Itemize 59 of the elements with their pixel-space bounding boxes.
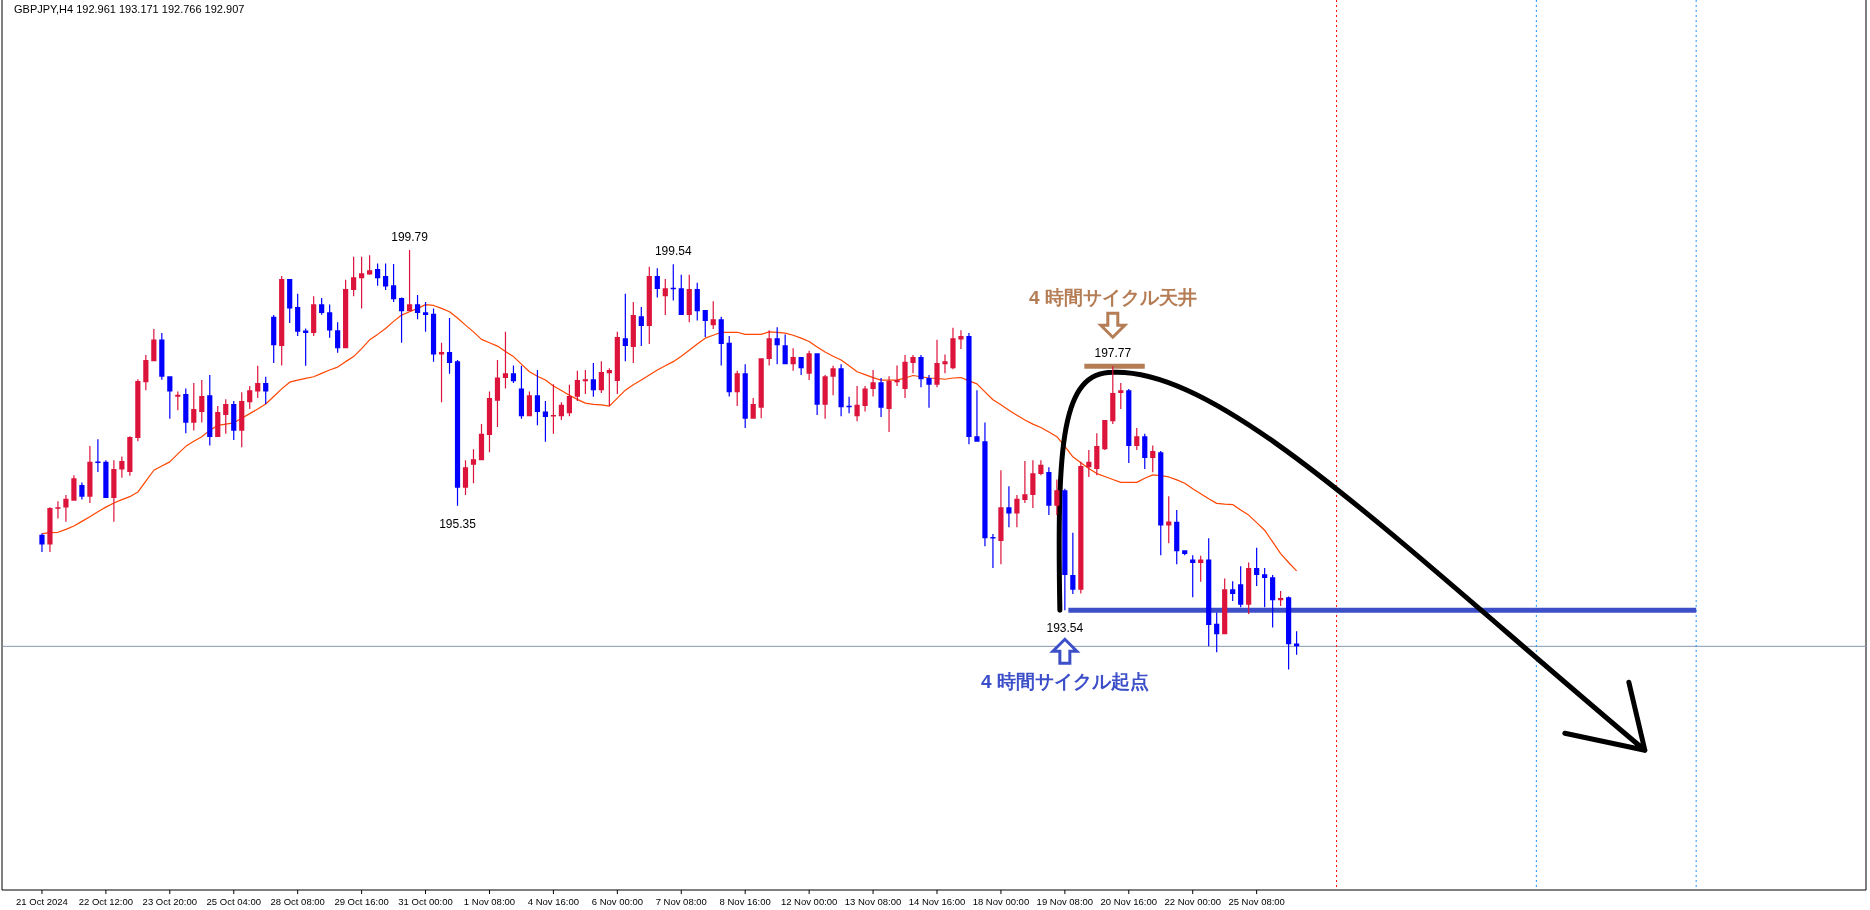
candlestick (870, 370, 876, 397)
candlestick (910, 354, 916, 374)
x-tick-label: 21 Oct 2024 (16, 896, 68, 907)
candlestick (966, 333, 972, 445)
candlestick (47, 507, 53, 552)
x-tick-label: 12 Nov 00:00 (780, 896, 838, 907)
x-tick-label: 4 Nov 16:00 (527, 896, 580, 907)
candlestick (39, 533, 45, 552)
annotation: 199.54 (654, 244, 692, 259)
candlestick (1022, 461, 1028, 503)
x-tick-label: 20 Nov 16:00 (1100, 896, 1158, 907)
candlestick (982, 422, 988, 547)
candlestick (934, 339, 940, 388)
x-tick-label: 31 Oct 00:00 (398, 896, 453, 907)
candlestick (854, 385, 860, 422)
candlestick (1014, 494, 1020, 528)
chart-title: GBPJPY,H4 192.961 193.171 192.766 192.907 (14, 3, 245, 15)
candlestick (894, 365, 900, 386)
candlestick (95, 439, 101, 472)
candlestick (886, 376, 892, 433)
candlestick (55, 501, 61, 519)
x-tick-label: 22 Oct 12:00 (78, 896, 134, 907)
candlestick (878, 377, 884, 417)
candlestick (79, 482, 85, 500)
candlestick (942, 354, 948, 374)
x-tick-label: 18 Nov 00:00 (972, 896, 1030, 907)
candlestick (998, 470, 1004, 565)
candlestick (926, 375, 932, 408)
x-tick-label: 19 Nov 08:00 (1036, 896, 1094, 907)
x-tick-label: 6 Nov 00:00 (591, 896, 643, 907)
candlestick (974, 390, 980, 442)
x-tick-label: 25 Nov 08:00 (1228, 896, 1285, 907)
candlestick (918, 354, 924, 388)
candlestick (63, 494, 69, 522)
x-tick-label: 28 Oct 08:00 (270, 896, 325, 907)
candlestick (87, 445, 93, 503)
annotation: 193.54 (1046, 621, 1084, 636)
candlestick (958, 330, 964, 350)
x-tick-label: 25 Oct 04:00 (206, 896, 261, 907)
candlestick (990, 533, 996, 568)
x-tick-label: 7 Nov 08:00 (655, 896, 707, 907)
x-tick-label: 22 Nov 00:00 (1164, 896, 1221, 907)
x-tick-label: 29 Oct 16:00 (334, 896, 389, 907)
x-tick-label: 23 Oct 20:00 (142, 896, 198, 907)
x-tick-label: 1 Nov 08:00 (463, 896, 516, 907)
candlestick (1006, 486, 1012, 528)
x-tick-label: 8 Nov 16:00 (719, 896, 771, 907)
annotation: 195.35 (439, 516, 477, 531)
candlestick (862, 385, 868, 412)
annotation: 4 時間サイクル天井 (1028, 287, 1197, 309)
annotation: 199.79 (391, 230, 429, 245)
x-tick-label: 14 Nov 16:00 (908, 896, 966, 907)
annotation: 197.77 (1094, 346, 1132, 361)
candlestick (950, 327, 956, 370)
text: 4 時間サイクル起点 (980, 671, 1149, 693)
x-tick-label: 13 Nov 08:00 (844, 896, 902, 907)
candlestick (846, 396, 852, 414)
candlestick (902, 354, 908, 399)
candlestick (71, 475, 77, 501)
